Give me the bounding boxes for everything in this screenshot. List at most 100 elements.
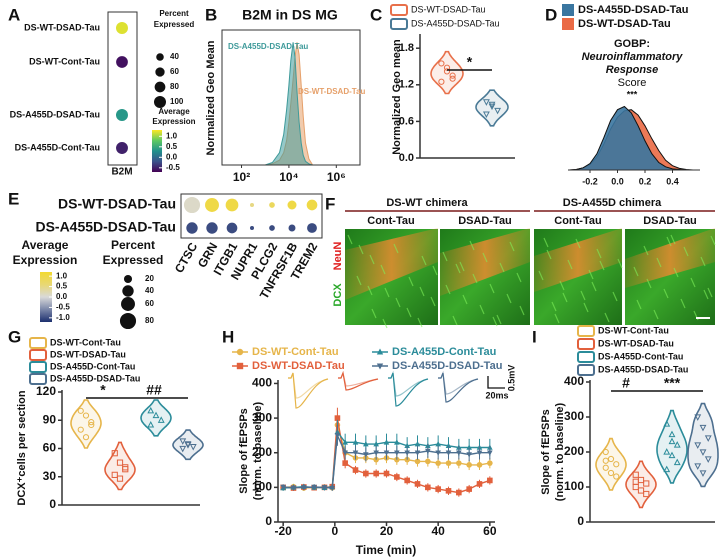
micrograph-fiber — [384, 287, 390, 298]
y-axis-label: DCX⁺cells per section — [16, 390, 28, 506]
marker — [363, 470, 369, 477]
marker — [373, 450, 379, 456]
scale-label: 0.5mV — [506, 365, 516, 392]
micrograph-fiber — [442, 251, 448, 262]
micrograph-fiber — [509, 241, 515, 252]
y-tick-label: 100 — [252, 480, 272, 494]
micrograph-fiber — [371, 308, 377, 319]
micrograph-fiber — [462, 294, 468, 305]
micrograph-fiber — [617, 258, 623, 269]
legend-title: Expression — [152, 117, 195, 126]
colorbar-label: 1.0 — [166, 131, 178, 140]
micrograph-band — [345, 228, 438, 300]
scale-label: 20ms — [485, 390, 508, 400]
marker — [632, 471, 639, 478]
marker — [607, 455, 615, 463]
legend-title: Average — [22, 238, 69, 252]
micrograph-fiber — [546, 249, 552, 260]
marker — [342, 460, 348, 466]
marker — [663, 465, 671, 473]
legend-swatch — [390, 18, 408, 30]
size-key — [121, 297, 135, 311]
marker — [476, 462, 483, 468]
legend-label: DS-A455D-DSAD-Tau — [50, 373, 140, 383]
dot — [186, 222, 198, 234]
y-tick-label: 200 — [252, 445, 272, 459]
chart-title: Neuroinflammatory — [582, 51, 684, 63]
legend-label: DS-A455D-DSAD-Tau — [392, 360, 502, 372]
y-tick-label: 1.2 — [399, 79, 414, 91]
marker — [152, 411, 160, 419]
series-line — [283, 432, 490, 489]
legend-swatch — [577, 325, 595, 337]
legend-swatch — [29, 349, 47, 361]
micrograph-fiber — [591, 281, 597, 292]
marker — [663, 420, 671, 427]
marker — [82, 412, 90, 419]
micrograph-fiber — [580, 290, 586, 301]
legend-label: DS-WT-DSAD-Tau — [252, 360, 345, 372]
dot — [249, 202, 255, 208]
dot — [269, 202, 275, 208]
micrograph-fiber — [575, 238, 581, 249]
marker — [88, 421, 95, 429]
chart-title: Response — [606, 64, 659, 76]
micrograph-fiber — [445, 284, 451, 295]
marker — [352, 450, 359, 456]
micrograph-band — [534, 228, 622, 292]
marker — [383, 470, 390, 477]
marker — [334, 415, 341, 421]
y-tick-label: 300 — [564, 409, 584, 423]
marker — [383, 439, 390, 445]
marker — [414, 450, 421, 456]
y-tick-label: 0 — [265, 514, 272, 528]
inset-trace — [388, 372, 429, 407]
marker — [82, 434, 90, 441]
panel-letter: C — [370, 5, 382, 24]
size-key — [154, 81, 166, 93]
micrograph-fiber — [455, 263, 461, 274]
micrograph-fiber — [551, 301, 557, 312]
y-tick-label: 0 — [577, 514, 584, 528]
marker — [443, 68, 451, 75]
marker — [488, 103, 496, 111]
micrograph-fiber — [588, 269, 594, 280]
row-label: DS-WT-Cont-Tau — [29, 56, 100, 66]
marker — [179, 438, 187, 445]
micrograph-fiber — [596, 248, 602, 259]
x-tick-label: CTSC — [172, 240, 201, 276]
micrograph-fiber — [703, 289, 709, 300]
marker — [189, 444, 197, 451]
marker — [487, 450, 493, 456]
y-axis-label: Normalized Geo Mean — [205, 40, 217, 155]
density-area — [265, 42, 313, 166]
marker — [77, 426, 84, 433]
micrograph-fiber — [421, 255, 427, 266]
x-tick-label: 60 — [483, 524, 497, 538]
chart-title: B2M in DS MG — [242, 7, 338, 23]
x-tick-label: 0.0 — [611, 176, 624, 186]
dot — [183, 196, 201, 214]
plot-frame — [180, 193, 323, 239]
marker — [342, 450, 348, 456]
micrograph-fiber — [367, 285, 373, 296]
marker — [637, 487, 645, 494]
marker — [363, 440, 369, 447]
marker — [383, 450, 390, 456]
legend-label: DS-WT-Cont-Tau — [50, 337, 121, 347]
violin — [104, 441, 136, 491]
marker — [643, 480, 650, 487]
marker — [425, 484, 431, 491]
y-tick-label: 400 — [252, 376, 272, 390]
size-key-label: 60 — [170, 67, 179, 76]
y-tick-label: 0.0 — [399, 152, 414, 164]
micrograph-fiber — [673, 267, 679, 278]
legend-swatch — [29, 361, 47, 373]
marker — [373, 470, 379, 477]
micrograph-fiber — [489, 283, 495, 294]
legend-swatch — [562, 4, 574, 16]
marker — [311, 484, 317, 491]
marker — [607, 469, 615, 477]
significance: ## — [146, 382, 162, 398]
marker — [494, 107, 502, 115]
